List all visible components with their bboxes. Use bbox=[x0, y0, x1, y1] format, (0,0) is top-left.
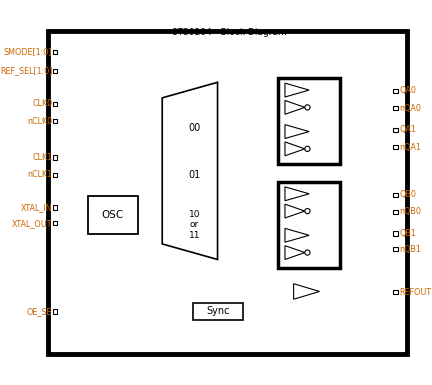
Bar bbox=[53, 102, 57, 106]
Text: REF_SEL[1:0]: REF_SEL[1:0] bbox=[0, 67, 52, 75]
Text: 01: 01 bbox=[188, 170, 200, 180]
Text: 8T39204 - Block Diagram: 8T39204 - Block Diagram bbox=[172, 28, 287, 37]
Bar bbox=[53, 172, 57, 177]
Circle shape bbox=[305, 105, 310, 110]
Polygon shape bbox=[285, 228, 309, 242]
Text: nQA1: nQA1 bbox=[399, 142, 421, 152]
Text: CLK1: CLK1 bbox=[32, 153, 52, 162]
Text: XTAL_OUT: XTAL_OUT bbox=[12, 219, 52, 228]
Bar bbox=[53, 155, 57, 160]
Bar bbox=[53, 69, 57, 73]
Text: XTAL_IN: XTAL_IN bbox=[21, 203, 52, 212]
Polygon shape bbox=[285, 83, 309, 97]
Polygon shape bbox=[285, 100, 305, 114]
Bar bbox=[88, 196, 138, 234]
Text: QA1: QA1 bbox=[399, 126, 416, 134]
Text: nCLK1: nCLK1 bbox=[27, 170, 52, 179]
Text: 00: 00 bbox=[188, 123, 200, 133]
Bar bbox=[394, 145, 398, 149]
Bar bbox=[394, 192, 398, 197]
Bar bbox=[53, 221, 57, 225]
Text: OE_SE: OE_SE bbox=[27, 307, 52, 316]
Text: SMODE[1:0]: SMODE[1:0] bbox=[4, 47, 52, 57]
Circle shape bbox=[305, 146, 310, 151]
Polygon shape bbox=[162, 82, 218, 259]
Text: nQB0: nQB0 bbox=[399, 208, 421, 216]
Text: nQA0: nQA0 bbox=[399, 104, 421, 113]
Bar bbox=[278, 182, 340, 268]
Bar bbox=[53, 309, 57, 313]
Bar bbox=[394, 128, 398, 132]
Text: nQB1: nQB1 bbox=[399, 244, 421, 254]
Circle shape bbox=[305, 209, 310, 214]
Text: REFOUT: REFOUT bbox=[399, 288, 431, 297]
Text: nCLK0: nCLK0 bbox=[27, 117, 52, 126]
Polygon shape bbox=[285, 125, 309, 139]
Text: CLK0: CLK0 bbox=[32, 99, 52, 109]
Polygon shape bbox=[294, 284, 320, 299]
Bar bbox=[53, 119, 57, 123]
Bar bbox=[394, 210, 398, 214]
Bar bbox=[394, 290, 398, 295]
Polygon shape bbox=[285, 204, 305, 218]
Polygon shape bbox=[285, 142, 305, 156]
Bar bbox=[278, 78, 340, 164]
Circle shape bbox=[305, 250, 310, 255]
Text: QB1: QB1 bbox=[399, 229, 416, 238]
Text: OSC: OSC bbox=[102, 209, 124, 219]
Bar bbox=[394, 106, 398, 110]
Polygon shape bbox=[285, 187, 309, 201]
Text: 10
or
11: 10 or 11 bbox=[188, 210, 200, 240]
Bar bbox=[53, 50, 57, 54]
Bar bbox=[394, 231, 398, 236]
Text: Sync: Sync bbox=[206, 306, 230, 316]
Bar bbox=[53, 206, 57, 210]
Polygon shape bbox=[285, 246, 305, 259]
Bar bbox=[394, 247, 398, 251]
Text: QA0: QA0 bbox=[399, 87, 416, 95]
Bar bbox=[394, 89, 398, 93]
Text: QB0: QB0 bbox=[399, 190, 416, 199]
Bar bbox=[194, 303, 244, 320]
